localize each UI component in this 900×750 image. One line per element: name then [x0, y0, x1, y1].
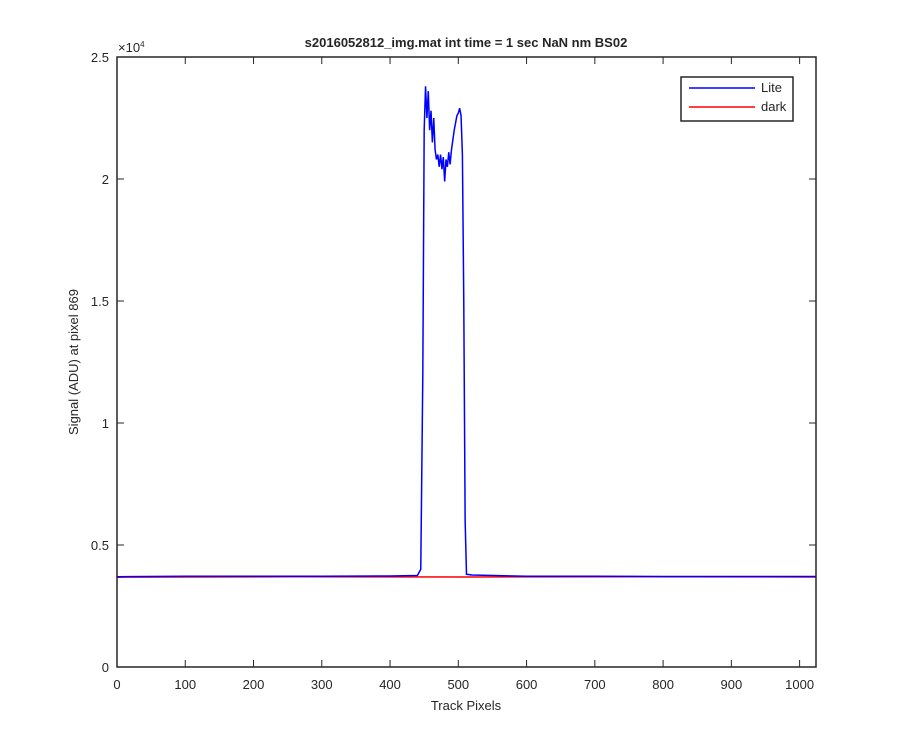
x-tick-label: 900 — [721, 677, 743, 692]
x-axis-label: Track Pixels — [431, 698, 502, 713]
x-tick-label: 200 — [243, 677, 265, 692]
legend-label: dark — [761, 99, 787, 114]
x-tick-label: 1000 — [785, 677, 814, 692]
x-tick-label: 300 — [311, 677, 333, 692]
x-tick-label: 400 — [379, 677, 401, 692]
y-tick-label: 0 — [102, 660, 109, 675]
y-multiplier-base: ×10 — [118, 40, 140, 55]
axes-box — [116, 56, 817, 668]
x-tick-label: 0 — [113, 677, 120, 692]
y-tick-label: 2.5 — [91, 50, 109, 65]
x-tick-label: 700 — [584, 677, 606, 692]
y-tick-label: 2 — [102, 172, 109, 187]
x-tick-label: 500 — [447, 677, 469, 692]
y-tick-label: 0.5 — [91, 538, 109, 553]
x-tick-label: 800 — [652, 677, 674, 692]
x-tick-label: 100 — [174, 677, 196, 692]
y-tick-label: 1.5 — [91, 294, 109, 309]
y-axis-label: Signal (ADU) at pixel 869 — [66, 289, 81, 435]
series-line — [116, 86, 816, 578]
legend-label: Lite — [761, 80, 782, 95]
chart-title: s2016052812_img.mat int time = 1 sec NaN… — [305, 35, 628, 50]
y-tick-label: 1 — [102, 416, 109, 431]
legend-box — [680, 76, 794, 122]
x-tick-label: 600 — [516, 677, 538, 692]
y-multiplier-exponent: 4 — [140, 40, 145, 49]
y-multiplier: ×104 — [118, 40, 145, 55]
